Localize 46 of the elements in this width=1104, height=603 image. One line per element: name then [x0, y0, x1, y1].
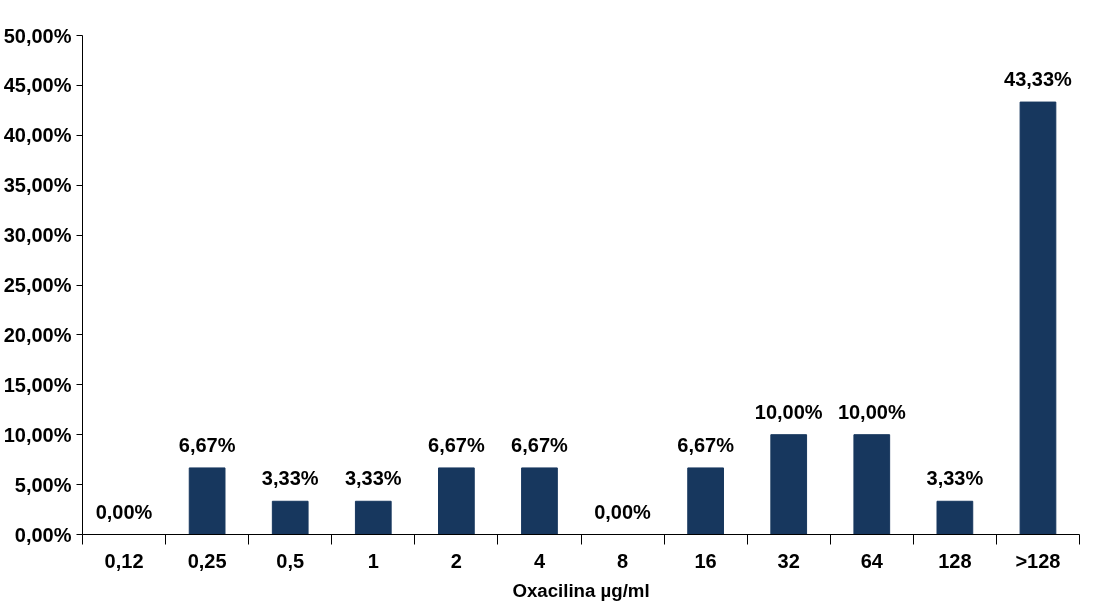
- y-tick-label: 10,00%: [3, 423, 72, 446]
- y-tick-label: 20,00%: [3, 323, 72, 346]
- bar: [188, 467, 226, 535]
- bar: [521, 467, 558, 535]
- y-tick-label: 5,00%: [14, 473, 72, 496]
- bar: [438, 467, 475, 535]
- y-tick-label: 40,00%: [3, 124, 72, 147]
- x-tick-label: >128: [1015, 549, 1061, 572]
- data-label: 3,33%: [344, 467, 402, 490]
- bar: [687, 467, 724, 535]
- y-tick-label: 35,00%: [3, 174, 72, 197]
- data-label: 6,67%: [428, 433, 485, 456]
- data-label: 43,33%: [1004, 68, 1073, 91]
- data-label: 10,00%: [754, 400, 823, 423]
- bar: [1019, 101, 1057, 535]
- x-tick-label: 1: [367, 549, 379, 572]
- x-tick-label: 64: [860, 549, 884, 572]
- y-tick-label: 0,00%: [14, 523, 72, 546]
- x-axis-title: Oxacilina µg/ml: [512, 579, 650, 601]
- y-tick-label: 15,00%: [3, 373, 72, 396]
- x-tick-label: 0,25: [187, 549, 227, 572]
- data-label: 3,33%: [926, 467, 984, 490]
- y-tick-label: 50,00%: [3, 24, 72, 47]
- data-label: 10,00%: [837, 400, 906, 423]
- data-label: 6,67%: [178, 433, 236, 456]
- x-tick-label: 0,5: [276, 549, 305, 572]
- bar: [770, 434, 808, 535]
- y-tick-label: 45,00%: [3, 74, 72, 97]
- x-tick-label: 4: [533, 549, 546, 572]
- bar: [853, 434, 891, 535]
- bar: [936, 500, 974, 535]
- data-label: 0,00%: [594, 500, 652, 523]
- y-tick-label: 25,00%: [3, 274, 72, 296]
- x-tick-label: 8: [616, 549, 629, 572]
- data-label: 6,67%: [511, 433, 569, 456]
- bar: [354, 500, 392, 535]
- data-label: 3,33%: [261, 467, 319, 490]
- bar: [271, 500, 309, 535]
- x-tick-label: 16: [694, 549, 717, 572]
- x-tick-label: 2: [450, 549, 462, 572]
- data-label: 0,00%: [95, 500, 153, 523]
- y-tick-label: 30,00%: [3, 224, 72, 247]
- x-tick-label: 32: [777, 549, 800, 572]
- x-tick-label: 0,12: [104, 549, 144, 572]
- data-label: 6,67%: [677, 433, 735, 456]
- x-tick-label: 128: [938, 549, 972, 572]
